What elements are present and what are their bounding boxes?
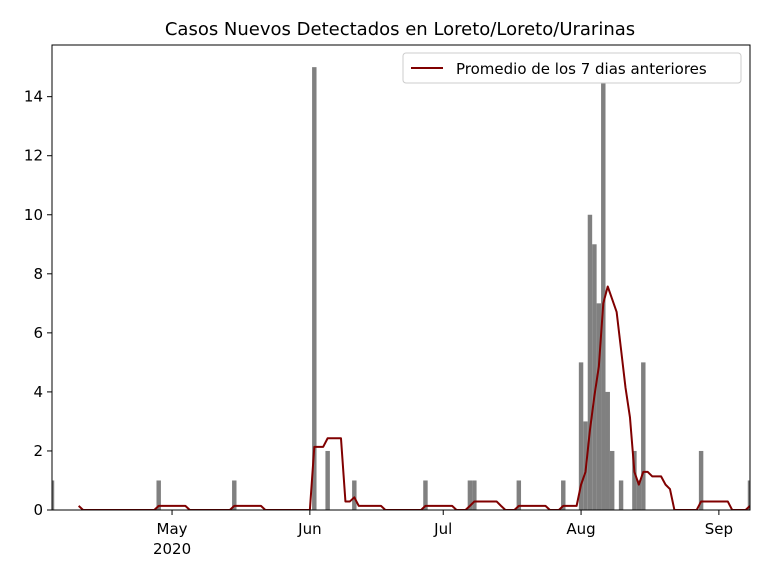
y-tick-label: 14 xyxy=(24,88,43,106)
bar xyxy=(632,450,637,510)
y-tick-label: 8 xyxy=(33,265,43,283)
bar xyxy=(641,362,646,510)
x-tick-label: Sep xyxy=(705,520,733,538)
legend-box xyxy=(402,52,742,84)
bar xyxy=(601,67,606,510)
bar xyxy=(423,480,428,510)
x-tick-label: Jul xyxy=(433,520,452,538)
bar xyxy=(516,480,522,510)
y-tick-label: 10 xyxy=(24,206,43,224)
bar xyxy=(325,450,330,510)
chart-title: Casos Nuevos Detectados en Loreto/Loreto… xyxy=(165,19,635,40)
bar xyxy=(618,480,624,510)
bar xyxy=(698,450,704,510)
bar xyxy=(352,480,357,510)
y-tick-label: 12 xyxy=(24,147,43,165)
bar xyxy=(578,362,584,510)
bar xyxy=(609,450,615,510)
bar xyxy=(467,480,473,510)
axes-frame xyxy=(51,44,751,511)
bar xyxy=(592,244,597,510)
legend-label: Promedio de los 7 dias anteriores xyxy=(456,60,707,78)
bar xyxy=(747,480,750,510)
y-tick-label: 6 xyxy=(33,324,43,342)
legend: Promedio de los 7 dias anteriores xyxy=(402,52,742,84)
bar xyxy=(605,391,610,510)
y-tick-label: 2 xyxy=(33,442,43,460)
bar xyxy=(587,214,593,510)
x-tick-label: May 2020 xyxy=(153,520,191,558)
bar xyxy=(596,303,602,510)
y-tick-label: 4 xyxy=(33,383,43,401)
bar xyxy=(636,480,642,510)
bar xyxy=(156,480,161,510)
bar xyxy=(472,480,477,510)
bar xyxy=(52,480,55,510)
y-tick-label: 0 xyxy=(33,501,43,519)
x-tick-label: Aug xyxy=(566,520,595,538)
avg-line xyxy=(77,285,750,510)
bar xyxy=(312,67,317,510)
plot-area xyxy=(52,67,750,510)
bar xyxy=(232,480,237,510)
x-tick-label: Jun xyxy=(297,520,321,538)
bar xyxy=(561,480,566,510)
